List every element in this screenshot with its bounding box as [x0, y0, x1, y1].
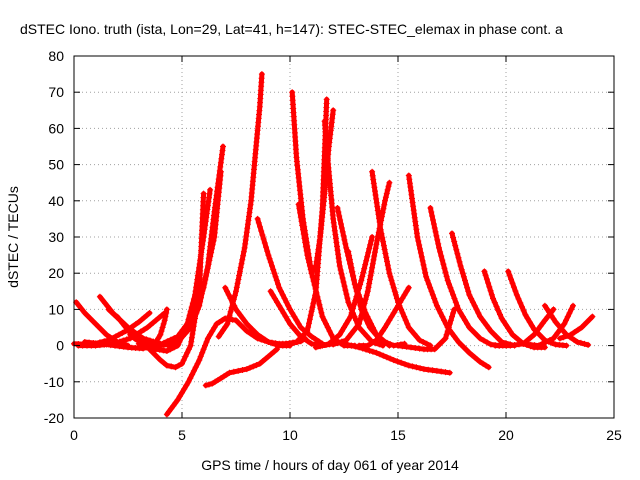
series-arc-29	[449, 230, 518, 349]
y-tick-label: 30	[48, 229, 64, 245]
series-trace	[216, 71, 265, 340]
series-arc-26	[356, 284, 412, 349]
y-tick-label: 10	[48, 301, 64, 317]
series-markers	[557, 313, 596, 342]
x-tick-label: 15	[390, 427, 406, 443]
series-arc-36	[557, 313, 596, 342]
series-arc-12	[222, 284, 293, 349]
series-markers	[395, 306, 458, 353]
series-markers	[369, 168, 434, 349]
series-arc-13	[215, 71, 265, 340]
series-arc-32	[505, 268, 570, 349]
grid	[74, 56, 614, 418]
series-arc-25	[341, 340, 453, 376]
series-markers	[427, 205, 503, 349]
series-arc-19	[321, 118, 386, 349]
x-axis-label: GPS time / hours of day 061 of year 2014	[201, 457, 459, 473]
x-tick-label: 25	[606, 427, 622, 443]
chart-title: dSTEC Iono. truth (ista, Lon=29, Lat=41,…	[20, 21, 563, 37]
series-markers	[405, 172, 492, 371]
series-markers	[202, 346, 280, 389]
series-arc-22	[345, 248, 408, 349]
plot-area	[71, 71, 596, 418]
series-arc-09	[135, 168, 224, 351]
series-arc-21	[312, 234, 376, 351]
x-tick-label: 20	[498, 427, 514, 443]
y-tick-label: -10	[44, 374, 64, 390]
series-markers	[330, 179, 393, 348]
series-markers	[254, 215, 326, 347]
series-markers	[135, 168, 224, 351]
series-arc-14	[254, 215, 326, 347]
y-tick-label: 40	[48, 193, 64, 209]
series-markers	[215, 71, 265, 340]
y-tick-label: 50	[48, 157, 64, 173]
x-tick-label: 0	[70, 427, 78, 443]
series-markers	[345, 248, 408, 349]
y-tick-label: 20	[48, 265, 64, 281]
series-markers	[341, 340, 453, 376]
series-arc-28	[427, 205, 503, 349]
series-markers	[492, 306, 557, 349]
y-tick-label: 60	[48, 120, 64, 136]
axes: 0 5 10 15 20 25 -20 -10 0 10 20 30 40 50 60 70 80	[44, 48, 622, 443]
x-tick-label: 10	[282, 427, 298, 443]
series-arc-30	[395, 306, 458, 353]
series-arc-11	[202, 346, 280, 389]
y-tick-label: 70	[48, 84, 64, 100]
series-arc-33	[492, 306, 557, 349]
y-tick-label: 80	[48, 48, 64, 64]
series-markers	[356, 284, 412, 349]
series-trace	[449, 230, 518, 349]
x-tick-label: 5	[178, 427, 186, 443]
y-axis-label: dSTEC / TECUs	[5, 186, 21, 288]
y-tick-label: -20	[44, 410, 64, 426]
series-arc-23	[330, 179, 393, 348]
y-tick-label: 0	[56, 338, 64, 354]
series-markers	[449, 230, 518, 349]
